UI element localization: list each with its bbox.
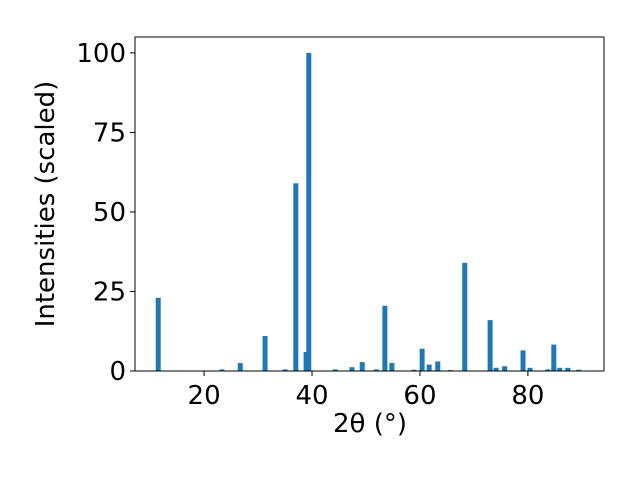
bar bbox=[155, 297, 161, 371]
bar bbox=[565, 367, 571, 371]
bar bbox=[349, 367, 355, 371]
bar bbox=[282, 369, 288, 371]
bar bbox=[303, 351, 309, 371]
bar bbox=[306, 52, 312, 372]
x-tick-label: 80 bbox=[511, 381, 544, 411]
bar bbox=[576, 369, 582, 371]
y-tick-label: 0 bbox=[109, 357, 126, 387]
bar bbox=[551, 344, 557, 371]
y-tick-label: 75 bbox=[93, 118, 126, 148]
bar bbox=[419, 348, 425, 371]
bar bbox=[373, 369, 379, 371]
bar bbox=[219, 369, 225, 371]
bar bbox=[389, 363, 395, 371]
bar bbox=[293, 183, 299, 371]
bar bbox=[332, 369, 338, 371]
bar bbox=[493, 367, 499, 371]
bar bbox=[527, 367, 533, 371]
bar bbox=[557, 367, 563, 371]
x-tick-label: 60 bbox=[403, 381, 436, 411]
bar bbox=[262, 336, 268, 371]
bar bbox=[462, 262, 468, 371]
x-tick-label: 40 bbox=[295, 381, 328, 411]
bar bbox=[545, 369, 551, 371]
y-tick-label: 100 bbox=[76, 39, 126, 69]
bar bbox=[435, 361, 441, 371]
bar bbox=[487, 320, 493, 371]
y-axis-label: Intensities (scaled) bbox=[31, 81, 61, 328]
bar bbox=[502, 366, 508, 371]
bar bbox=[426, 364, 432, 371]
bar bbox=[382, 305, 388, 371]
bar bbox=[237, 363, 243, 371]
bar bbox=[520, 350, 526, 371]
x-axis-label: 2θ (°) bbox=[333, 409, 407, 439]
plot-frame bbox=[134, 36, 605, 372]
x-tick-label: 20 bbox=[188, 381, 221, 411]
y-tick-label: 25 bbox=[93, 277, 126, 307]
bar bbox=[359, 362, 365, 371]
y-tick-label: 50 bbox=[93, 198, 126, 228]
bar bbox=[411, 369, 417, 371]
